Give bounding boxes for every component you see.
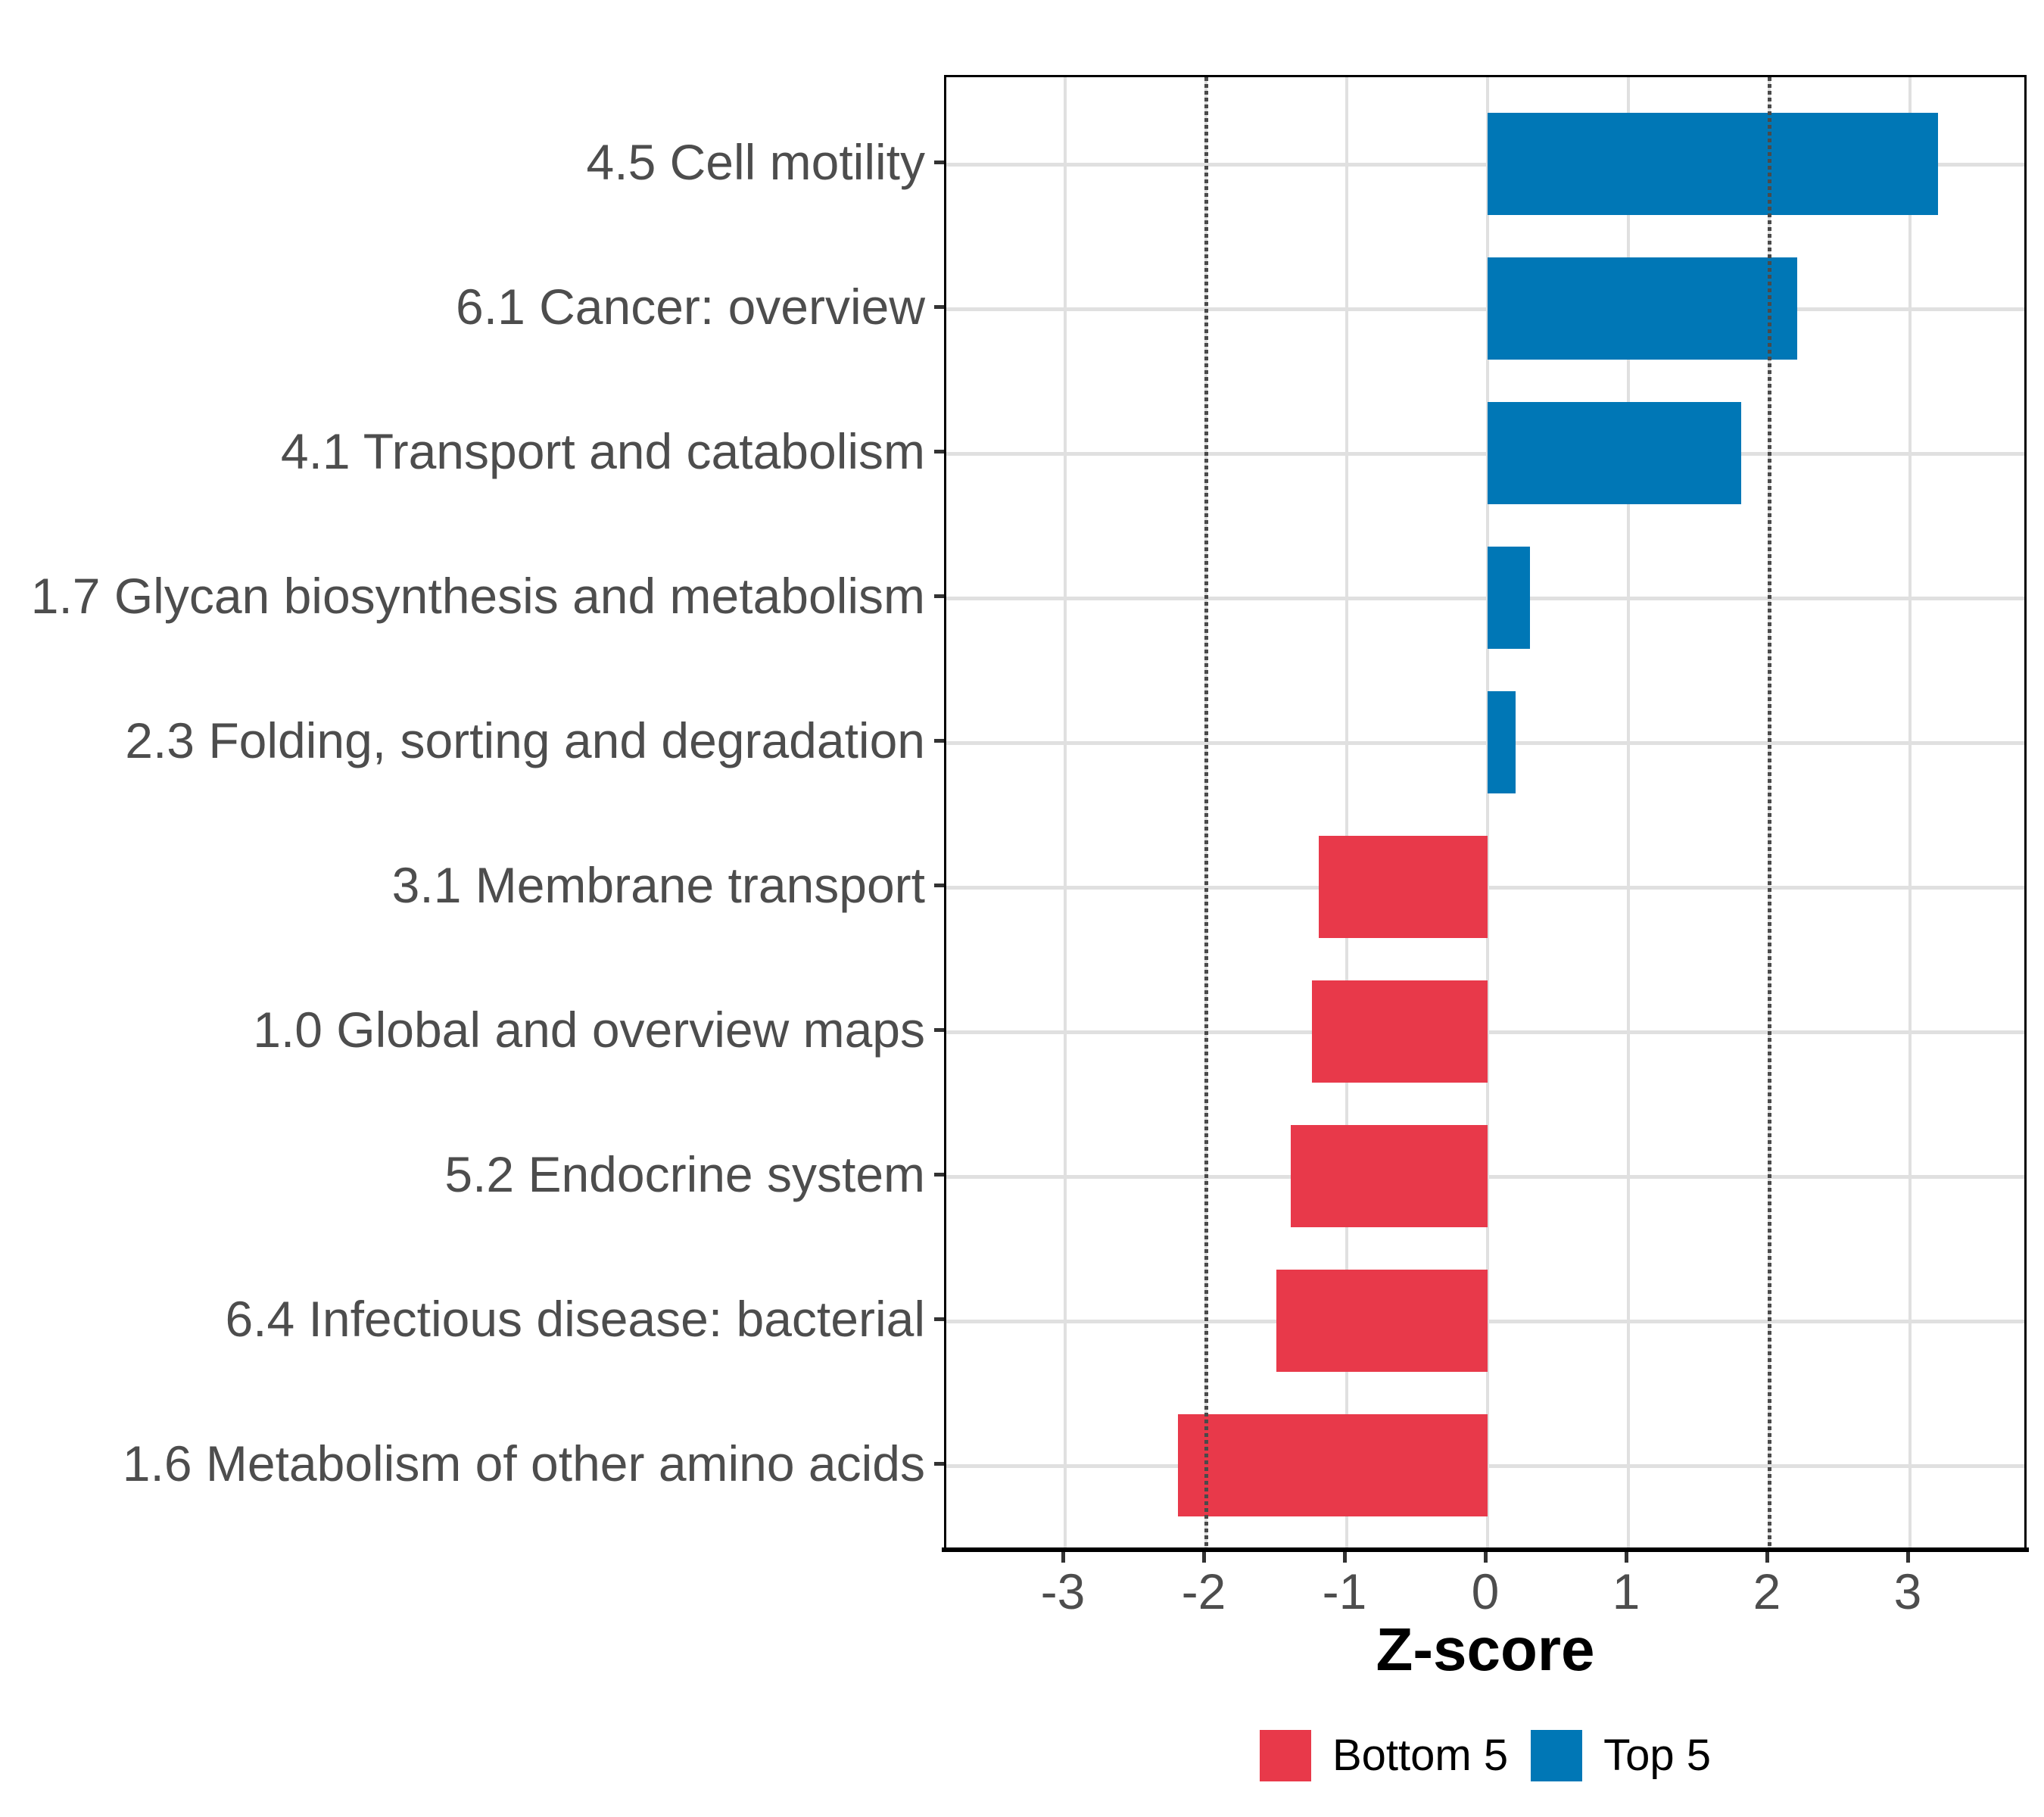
y-axis-label: 6.1 Cancer: overview [456, 278, 925, 335]
horizontal-gridline [946, 307, 2024, 311]
y-axis-tick [934, 738, 944, 743]
y-axis-label: 4.1 Transport and catabolism [280, 422, 925, 479]
vertical-gridline [1908, 77, 1912, 1550]
legend-swatch-top5 [1531, 1730, 1583, 1781]
legend-item-bottom5: Bottom 5 [1259, 1730, 1509, 1781]
x-axis-tick [1765, 1552, 1769, 1563]
x-axis-tick-label: 3 [1893, 1563, 1922, 1619]
x-axis-tick [1625, 1552, 1628, 1563]
x-axis-tick-label: 0 [1471, 1563, 1500, 1619]
y-axis-label: 2.3 Folding, sorting and degradation [125, 712, 925, 768]
bar-top5 [1488, 402, 1741, 504]
bar-bottom5 [1318, 836, 1488, 938]
x-axis-tick [1484, 1552, 1488, 1563]
x-axis-title: Z-score [1376, 1616, 1595, 1683]
bar-top5 [1488, 113, 1939, 215]
y-axis-label: 1.6 Metabolism of other amino acids [122, 1435, 925, 1491]
x-axis-tick [1202, 1552, 1206, 1563]
legend-swatch-bottom5 [1259, 1730, 1311, 1781]
y-axis-label: 4.5 Cell motility [586, 133, 925, 190]
reference-line [1204, 77, 1208, 1550]
y-axis-label: 6.4 Infectious disease: bacterial [225, 1290, 925, 1347]
vertical-gridline [1064, 77, 1067, 1550]
legend-label-top5: Top 5 [1603, 1731, 1711, 1780]
x-axis-tick-label: 1 [1612, 1563, 1640, 1619]
horizontal-gridline [946, 162, 2024, 167]
horizontal-gridline [946, 740, 2024, 745]
y-axis-label: 5.2 Endocrine system [444, 1145, 925, 1202]
x-axis-line [942, 1547, 2029, 1552]
bar-top5 [1488, 691, 1516, 793]
bar-bottom5 [1177, 1414, 1488, 1516]
y-axis-tick [934, 1317, 944, 1321]
x-axis-tick-label: -3 [1040, 1563, 1086, 1619]
legend-label-bottom5: Bottom 5 [1332, 1731, 1509, 1780]
y-axis-label: 1.7 Glycan biosynthesis and metabolism [30, 567, 925, 624]
vertical-gridline [1345, 77, 1348, 1550]
horizontal-gridline [946, 596, 2024, 600]
y-axis-tick [934, 594, 944, 598]
x-axis-tick-label: -1 [1322, 1563, 1367, 1619]
legend-item-top5: Top 5 [1531, 1730, 1711, 1781]
legend: Bottom 5 Top 5 [944, 1730, 2027, 1781]
y-axis-label: 1.0 Global and overview maps [253, 1001, 925, 1058]
x-axis-tick [1061, 1552, 1065, 1563]
y-axis-tick [934, 449, 944, 453]
bar-top5 [1488, 257, 1798, 360]
x-axis-tick-label: -2 [1181, 1563, 1226, 1619]
bar-bottom5 [1276, 1270, 1488, 1372]
y-axis-tick [934, 304, 944, 309]
horizontal-gridline [946, 451, 2024, 456]
y-axis-tick [934, 883, 944, 887]
y-axis-tick [934, 160, 944, 164]
plot-panel [944, 75, 2027, 1550]
y-axis-tick [934, 1461, 944, 1466]
reference-line [1768, 77, 1771, 1550]
y-axis-tick [934, 1172, 944, 1177]
bar-bottom5 [1311, 980, 1488, 1083]
vertical-gridline [1627, 77, 1630, 1550]
bar-top5 [1488, 547, 1530, 649]
y-axis-label: 3.1 Membrane transport [391, 856, 925, 913]
x-axis-tick [1343, 1552, 1347, 1563]
vertical-gridline [1486, 77, 1489, 1550]
x-axis-tick-label: 2 [1753, 1563, 1781, 1619]
x-axis-tick [1906, 1552, 1910, 1563]
y-axis-tick [934, 1027, 944, 1032]
bar-bottom5 [1290, 1125, 1488, 1227]
